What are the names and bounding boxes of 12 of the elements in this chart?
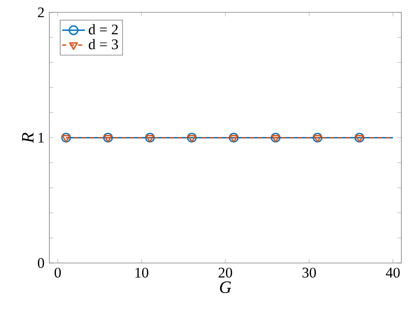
x-tick-label: 20 (218, 268, 232, 278)
y-tick-label: 0 (38, 258, 44, 268)
y-axis-title: R (22, 132, 34, 144)
x-tick-label: 10 (135, 268, 148, 278)
x-axis-title: G (220, 281, 232, 294)
x-tick-label: 40 (386, 268, 400, 278)
y-tick-label: 2 (38, 7, 44, 18)
legend-label: d = 3 (88, 38, 118, 50)
legend-label: d = 2 (88, 24, 118, 34)
y-tick-label: 1 (38, 132, 44, 142)
x-tick-label: 0 (54, 268, 61, 278)
x-tick-label: 30 (302, 268, 316, 278)
